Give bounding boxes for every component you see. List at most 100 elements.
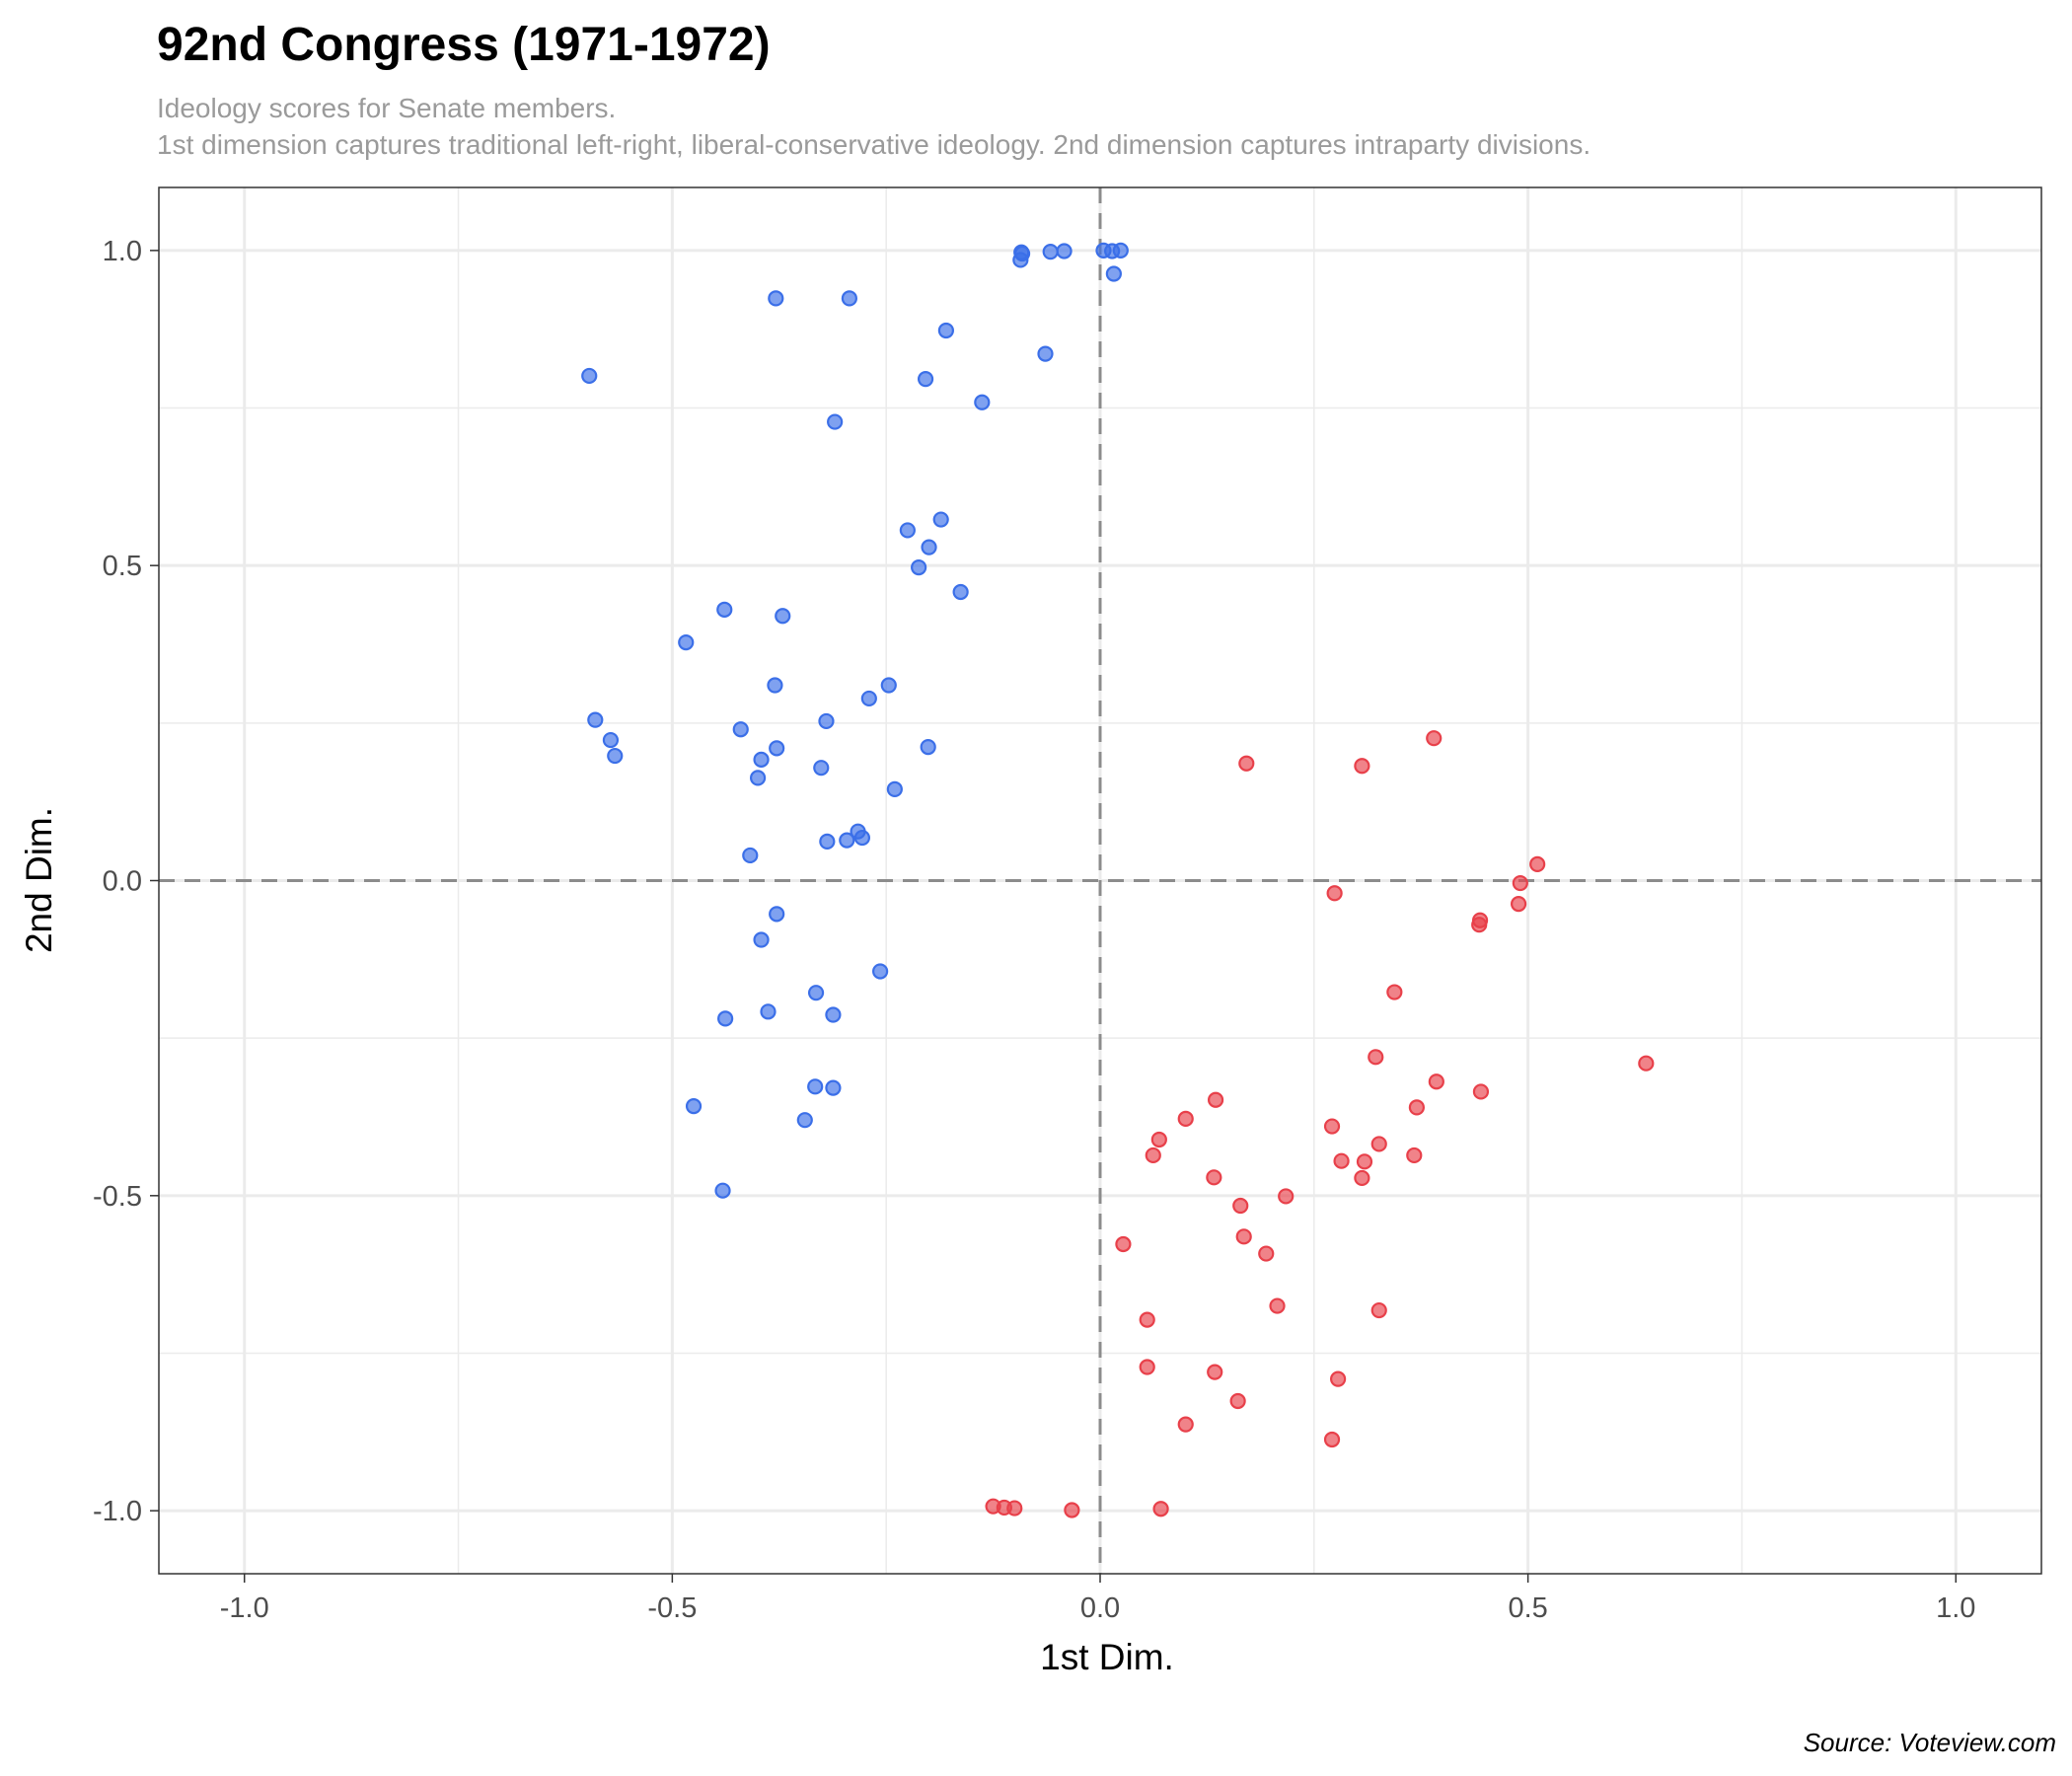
- x-axis-ticks: -1.0 -0.5 0.0 0.5 1.0: [220, 1574, 1975, 1624]
- blue-data-point: [917, 371, 934, 388]
- blue-data-point: [807, 985, 825, 1001]
- blue-data-point: [607, 747, 624, 765]
- blue-data-point: [767, 677, 783, 694]
- blue-data-point: [825, 1006, 842, 1023]
- blue-data-point: [899, 522, 916, 539]
- x-tick-label: -0.5: [647, 1592, 697, 1624]
- red-data-point: [1333, 1152, 1350, 1169]
- blue-data-point: [920, 739, 936, 756]
- red-data-point: [1638, 1055, 1655, 1072]
- red-data-point: [1207, 1091, 1224, 1108]
- red-data-point: [1330, 1370, 1347, 1387]
- red-data-point: [1207, 1364, 1223, 1380]
- blue-data-point: [1012, 252, 1029, 268]
- blue-data-point: [602, 731, 620, 749]
- red-data-point: [1064, 1502, 1080, 1518]
- red-data-point: [1356, 1153, 1373, 1170]
- chart-title: 92nd Congress (1971-1972): [157, 19, 771, 71]
- red-data-point: [1150, 1131, 1167, 1148]
- y-axis-title: 2nd Dim.: [19, 807, 59, 953]
- blue-data-point: [872, 963, 889, 980]
- blue-data-point: [678, 633, 695, 651]
- blue-data-point: [749, 770, 767, 786]
- reference-lines: [159, 187, 2041, 1574]
- red-data-point: [1206, 1169, 1222, 1186]
- red-data-point: [1512, 874, 1528, 892]
- red-data-point: [1370, 1301, 1387, 1319]
- red-data-point: [1426, 730, 1443, 747]
- red-data-point: [1238, 755, 1255, 772]
- blue-data-point: [921, 539, 937, 555]
- y-tick-label: 0.0: [103, 866, 142, 898]
- x-tick-label: 0.5: [1508, 1592, 1547, 1624]
- blue-data-point: [974, 394, 991, 410]
- x-tick-label: -1.0: [220, 1592, 269, 1624]
- source-caption: Source: Voteview.com: [1804, 1728, 2056, 1757]
- red-data-point: [1139, 1359, 1155, 1375]
- blue-data-point: [1042, 244, 1059, 260]
- blue-data-point: [952, 583, 969, 601]
- blue-data-point: [742, 847, 759, 864]
- red-data-point: [1269, 1297, 1286, 1314]
- red-data-point: [1258, 1245, 1275, 1262]
- red-data-point: [1370, 1136, 1387, 1152]
- red-data-point: [1368, 1049, 1384, 1066]
- blue-data-point: [841, 290, 857, 307]
- blue-data-point: [932, 511, 949, 528]
- y-tick-label: 0.5: [103, 551, 142, 582]
- red-data-point: [1235, 1228, 1252, 1245]
- blue-data-point: [1056, 243, 1073, 259]
- red-data-point: [1278, 1188, 1295, 1205]
- red-data-point: [1177, 1416, 1194, 1433]
- red-data-point: [1145, 1147, 1161, 1164]
- red-data-point: [1510, 896, 1527, 913]
- blue-data-point: [860, 690, 877, 707]
- blue-data-point: [911, 558, 927, 576]
- blue-data-point: [753, 931, 770, 948]
- red-data-point: [1386, 984, 1403, 1000]
- blue-data-point: [775, 608, 791, 625]
- blue-data-point: [827, 413, 844, 430]
- blue-data-point: [587, 711, 604, 728]
- blue-data-point: [760, 1003, 777, 1020]
- blue-data-point: [716, 601, 733, 618]
- blue-data-point: [813, 760, 830, 777]
- blue-data-point: [880, 677, 897, 694]
- red-data-point: [1471, 917, 1488, 933]
- red-data-point: [1354, 758, 1370, 775]
- blue-data-point: [853, 829, 870, 847]
- red-data-point: [1428, 1073, 1444, 1090]
- red-data-point: [1115, 1235, 1132, 1253]
- x-tick-label: 0.0: [1080, 1592, 1120, 1624]
- red-data-point: [1472, 1083, 1490, 1100]
- blue-data-point: [769, 906, 785, 923]
- blue-data-point: [839, 832, 855, 849]
- red-data-point: [1139, 1311, 1155, 1328]
- blue-data-point: [796, 1112, 813, 1129]
- blue-data-point: [818, 712, 835, 730]
- y-tick-label: -0.5: [93, 1181, 142, 1213]
- red-data-point: [1006, 1500, 1023, 1517]
- blue-data-point: [732, 721, 749, 738]
- blue-data-point: [768, 290, 784, 307]
- y-tick-label: -1.0: [93, 1496, 142, 1527]
- blue-data-point: [825, 1079, 842, 1096]
- blue-data-point: [769, 740, 785, 757]
- red-data-point: [1177, 1110, 1194, 1128]
- red-data-point: [1406, 1147, 1423, 1164]
- red-data-point: [1408, 1099, 1425, 1116]
- blue-data-point: [685, 1098, 703, 1115]
- red-data-point: [1326, 885, 1343, 902]
- blue-data-point: [1112, 242, 1129, 259]
- blue-data-point: [807, 1078, 824, 1095]
- x-tick-label: 1.0: [1936, 1592, 1975, 1624]
- blue-data-point: [753, 751, 770, 768]
- chart-subtitle-line-1: Ideology scores for Senate members.: [157, 93, 616, 123]
- red-data-point: [1152, 1501, 1169, 1517]
- y-tick-label: 1.0: [103, 236, 142, 267]
- red-data-point: [1323, 1118, 1341, 1135]
- blue-data-point: [581, 367, 598, 385]
- blue-data-point: [717, 1010, 734, 1027]
- blue-data-point: [1105, 265, 1122, 282]
- red-data-point: [1323, 1431, 1341, 1448]
